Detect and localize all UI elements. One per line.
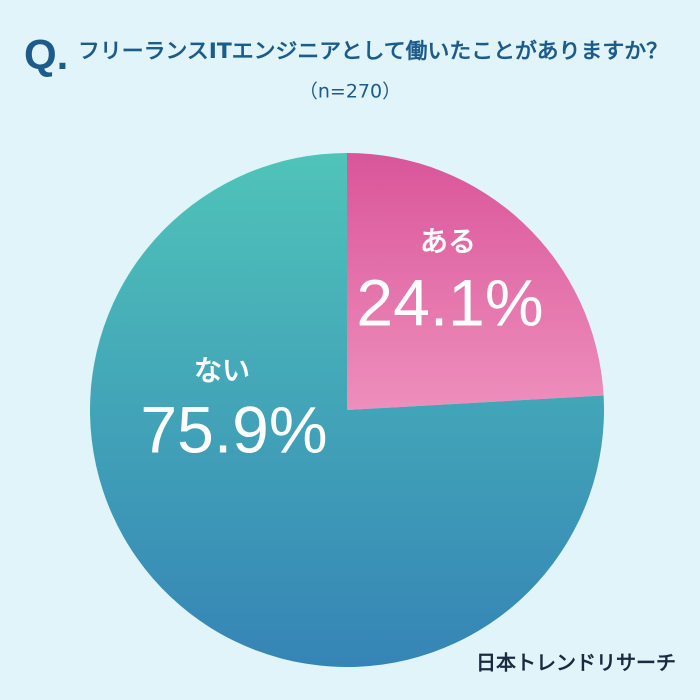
slice-value-label: 75.9%	[140, 392, 327, 466]
slice-category-label: ない	[194, 354, 250, 387]
slice-category-label: ある	[420, 225, 476, 258]
pie-slice	[347, 153, 604, 410]
source-logo: 日本トレンドリサーチ	[476, 651, 676, 675]
chart-title: フリーランスITエンジニアとして働いたことがありますか？	[78, 39, 668, 63]
slice-value-label: 24.1%	[356, 265, 543, 339]
chart-subtitle: （n=270）	[299, 81, 401, 103]
question-prefix: Q.	[24, 31, 68, 78]
pie-slice	[89, 153, 604, 667]
pie: ある 24.1% ない 75.9%	[89, 153, 604, 667]
